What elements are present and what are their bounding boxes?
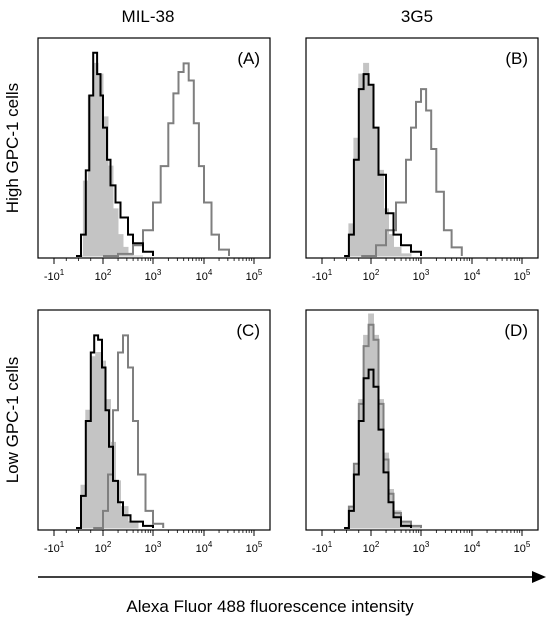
panel-frame <box>37 37 271 259</box>
row-title-high-gpc1: High GPC-1 cells <box>3 83 22 213</box>
panel-frame <box>37 309 271 531</box>
x-tick-label: -101 <box>44 268 65 283</box>
x-tick-label: 102 <box>95 540 112 555</box>
histogram-black-1 <box>76 51 154 257</box>
x-axis-label: Alexa Fluor 488 fluorescence intensity <box>126 597 414 616</box>
x-tick-label: 104 <box>196 268 213 283</box>
histogram-gray-3 <box>93 334 165 529</box>
panel-label: (B) <box>505 49 528 68</box>
histogram-black-4 <box>344 368 412 529</box>
panel-c: (C) -101 102 103 104 105 <box>37 309 271 555</box>
panel-b: (B) -101 102 103 104 105 <box>305 37 539 283</box>
histogram-black-2 <box>344 73 422 257</box>
column-title-mil38: MIL-38 <box>122 7 175 26</box>
x-tick-label: 102 <box>363 540 380 555</box>
panel-frame <box>305 309 539 531</box>
x-tick-label: 102 <box>95 268 112 283</box>
x-tick-label: -101 <box>312 268 333 283</box>
x-tick-label: 104 <box>464 540 481 555</box>
histogram-black-3 <box>76 334 154 529</box>
x-tick-label: -101 <box>312 540 333 555</box>
x-direction-arrowhead <box>532 571 546 583</box>
histogram-gray-1 <box>103 62 230 257</box>
panel-d: (D) -101 102 103 104 105 <box>305 309 539 555</box>
x-tick-label: 105 <box>246 540 263 555</box>
x-tick-label: -101 <box>44 540 65 555</box>
panel-label: (A) <box>237 49 260 68</box>
x-tick-label: 103 <box>145 540 162 555</box>
panel-a: (A) -101 102 103 104 105 <box>37 37 271 283</box>
x-tick-label: 104 <box>196 540 213 555</box>
panel-label: (C) <box>236 321 260 340</box>
x-tick-label: 103 <box>413 540 430 555</box>
panel-label: (D) <box>504 321 528 340</box>
x-tick-label: 104 <box>464 268 481 283</box>
row-title-low-gpc1: Low GPC-1 cells <box>3 357 22 484</box>
panel-frame <box>305 37 539 259</box>
histogram-gray-2 <box>361 88 463 257</box>
x-tick-label: 105 <box>514 268 531 283</box>
x-tick-label: 103 <box>413 268 430 283</box>
column-title-3g5: 3G5 <box>401 7 433 26</box>
x-tick-label: 105 <box>514 540 531 555</box>
x-tick-label: 105 <box>246 268 263 283</box>
x-tick-label: 102 <box>363 268 380 283</box>
x-tick-label: 103 <box>145 268 162 283</box>
